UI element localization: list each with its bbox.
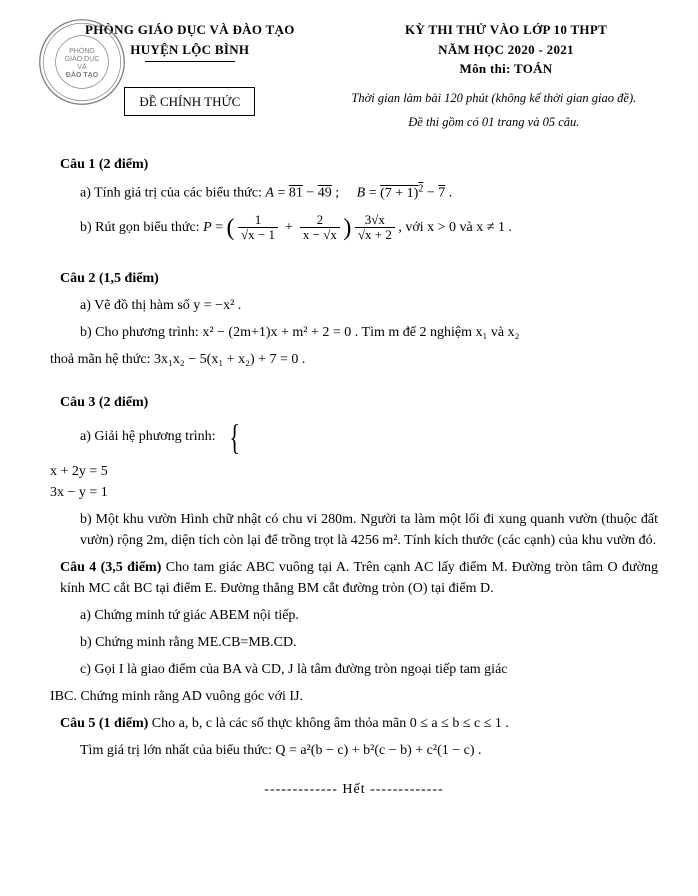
end-marker: ------------- Hết ------------- <box>50 779 658 800</box>
svg-text:GIÁO DỤC: GIÁO DỤC <box>65 54 100 63</box>
svg-text:VÀ: VÀ <box>77 62 87 71</box>
q1-b: b) Rút gọn biểu thức: P = ( 1√x − 1 + 2x… <box>80 210 658 246</box>
q2-b2: thoả mãn hệ thức: 3x₁x₂ − 5(x₁ + x₂) + 7… <box>50 349 658 370</box>
exam-title-1: KỲ THI THỬ VÀO LỚP 10 THPT <box>354 20 658 40</box>
q4-b: b) Chứng minh rằng ME.CB=MB.CD. <box>80 632 658 653</box>
q5: Câu 5 (1 điểm) Cho a, b, c là các số thự… <box>60 713 658 734</box>
q1-a: a) Tính giá trị của các biểu thức: A = 8… <box>80 181 658 204</box>
q1-b-post: , với x > 0 và x ≠ 1 . <box>398 220 512 235</box>
q3-b: b) Một khu vườn Hình chữ nhật có chu vi … <box>80 509 658 551</box>
q4: Câu 4 (3,5 điểm) Cho tam giác ABC vuông … <box>60 557 658 599</box>
q1-title: Câu 1 (2 điểm) <box>60 154 658 175</box>
q3-a: a) Giải hệ phương trình: { <box>80 419 658 455</box>
duration-note: Thời gian làm bài 120 phút (không kể thờ… <box>330 89 658 108</box>
stamp: PHÒNG GIÁO DỤC VÀ ĐÀO TẠO <box>38 18 126 106</box>
header: PHÒNG GIÁO DỤC VÀ ĐÀO TẠO HUYỆN LỘC BÌNH… <box>50 20 658 79</box>
issuer-underline <box>145 61 235 62</box>
q2-a: a) Vẽ đồ thị hàm số y = −x² . <box>80 295 658 316</box>
q4-a: a) Chứng minh tứ giác ABEM nội tiếp. <box>80 605 658 626</box>
q3-eq2: 3x − y = 1 <box>50 482 658 503</box>
official-label: ĐỀ CHÍNH THỨC <box>124 87 255 117</box>
svg-text:PHÒNG: PHÒNG <box>69 46 95 55</box>
q1-b-pre: b) Rút gọn biểu thức: <box>80 220 203 235</box>
page-note: Đề thi gồm có 01 trang và 05 câu. <box>330 113 658 132</box>
q3-a-pre: a) Giải hệ phương trình: <box>80 429 216 444</box>
q3-title: Câu 3 (2 điểm) <box>60 392 658 413</box>
q4-c2: IBC. Chứng minh rằng AD vuông góc với IJ… <box>50 686 658 707</box>
q5-lead: Cho a, b, c là các số thực không âm thỏa… <box>152 716 509 731</box>
q4-c1: c) Gọi I là giao điểm của BA và CD, J là… <box>80 659 658 680</box>
exam-subject: Môn thi: TOÁN <box>354 59 658 79</box>
q5-title: Câu 5 (1 điểm) <box>60 716 148 731</box>
q4-title: Câu 4 (3,5 điểm) <box>60 560 161 575</box>
svg-text:ĐÀO TẠO: ĐÀO TẠO <box>66 70 99 79</box>
q2-title: Câu 2 (1,5 điểm) <box>60 268 658 289</box>
q1-a-pre: a) Tính giá trị của các biểu thức: <box>80 186 265 201</box>
q2-b1: b) Cho phương trình: x² − (2m+1)x + m² +… <box>80 322 658 343</box>
exam-title-2: NĂM HỌC 2020 - 2021 <box>354 40 658 60</box>
q3-eq1: x + 2y = 5 <box>50 461 658 482</box>
q5-body: Tìm giá trị lớn nhất của biểu thức: Q = … <box>80 740 658 761</box>
